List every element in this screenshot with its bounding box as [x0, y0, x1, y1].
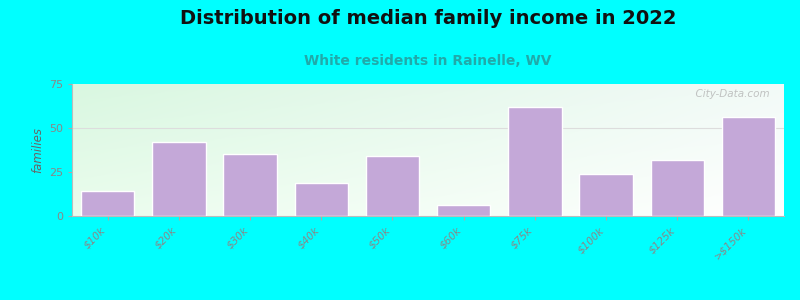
Bar — [437, 206, 490, 216]
Text: White residents in Rainelle, WV: White residents in Rainelle, WV — [304, 54, 552, 68]
Bar — [81, 191, 134, 216]
Bar — [366, 156, 419, 216]
Bar — [722, 117, 775, 216]
Bar — [650, 160, 704, 216]
Y-axis label: families: families — [32, 127, 45, 173]
Bar — [508, 107, 562, 216]
Text: City-Data.com: City-Data.com — [689, 89, 770, 99]
Bar — [223, 154, 277, 216]
Text: Distribution of median family income in 2022: Distribution of median family income in … — [180, 9, 676, 28]
Bar — [294, 183, 348, 216]
Bar — [152, 142, 206, 216]
Bar — [579, 174, 633, 216]
